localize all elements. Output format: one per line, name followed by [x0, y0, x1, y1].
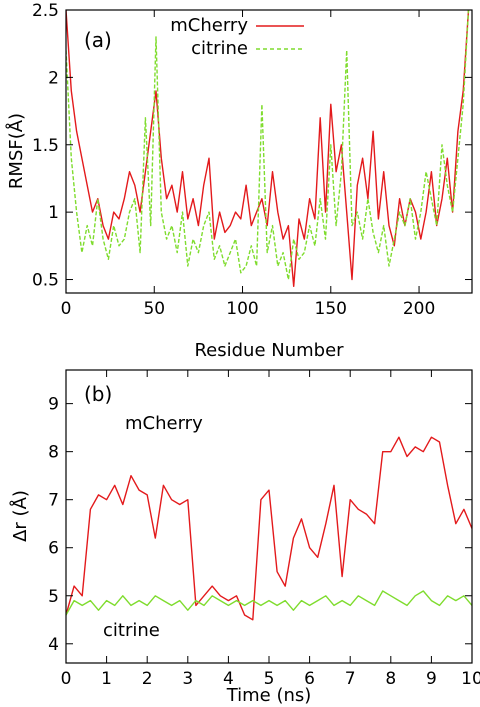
- annotation-mcherry: mCherry: [125, 413, 203, 434]
- panel-b-label: (b): [84, 382, 112, 406]
- panel-a-rmsf-chart: 0 50 100 150 200 0.5 1 1.5 2 2.5 (a) Residue Numb…: [5, 1, 473, 361]
- panel-a-y-tick-label: 1.5: [32, 136, 59, 156]
- panel-a-plot-area: [66, 10, 470, 287]
- panel-a-x-axis-label: Residue Number: [194, 340, 344, 361]
- panel-a-y-tick-label: 1: [48, 203, 59, 223]
- panel-b-y-axis-label: Δr (Å): [9, 490, 31, 542]
- legend-citrine-label: citrine: [191, 38, 248, 59]
- panel-a-series-citrine-line: [66, 10, 470, 281]
- panel-a-ticks: 0 50 100 150 200 0.5 1 1.5 2 2.5: [32, 1, 472, 319]
- panel-b-y-tick-label: 4: [48, 635, 59, 655]
- panel-b-plot-area: [66, 436, 472, 621]
- panel-b-x-tick-label: 3: [182, 669, 193, 689]
- panel-b-y-tick-label: 5: [48, 587, 59, 607]
- panel-b-series-citrine-line: [66, 590, 472, 616]
- panel-a-y-tick-label: 2: [48, 68, 59, 88]
- panel-a-x-tick-label: 200: [403, 299, 435, 319]
- annotation-citrine: citrine: [103, 620, 160, 641]
- panel-b-x-tick-label: 6: [304, 669, 315, 689]
- panel-a-label: (a): [84, 28, 112, 52]
- panel-b-x-tick-label: 2: [142, 669, 153, 689]
- panel-a-y-axis-label: RMSF(Å): [5, 113, 27, 189]
- panel-a-x-tick-label: 50: [143, 299, 165, 319]
- panel-a-frame: [65, 9, 473, 294]
- panel-a-x-tick-label: 100: [226, 299, 258, 319]
- panel-b-x-tick-label: 8: [385, 669, 396, 689]
- panel-b-series-mcherry-line: [66, 436, 472, 621]
- panel-a-legend: mCherry citrine: [170, 15, 304, 59]
- panel-a-x-tick-label: 150: [315, 299, 347, 319]
- panel-b-x-tick-label: 1: [101, 669, 112, 689]
- panel-b-y-tick-label: 9: [48, 395, 59, 415]
- panel-b-y-tick-label: 7: [48, 491, 59, 511]
- panel-b-x-tick-label: 9: [426, 669, 437, 689]
- panel-b-x-tick-label: 5: [264, 669, 275, 689]
- panel-b-ticks: 0 1 2 3 4 5 6 7 8 9 10 4 5 6 7 8 9: [48, 370, 480, 689]
- legend-mcherry-label: mCherry: [170, 15, 248, 36]
- panel-b-x-tick-label: 0: [61, 669, 72, 689]
- panel-a-x-tick-label: 0: [61, 299, 72, 319]
- panel-a-y-tick-label: 2.5: [32, 1, 59, 21]
- panel-a-series-mcherry-line: [66, 10, 470, 287]
- panel-b-x-axis-label: Time (ns): [226, 685, 312, 706]
- panel-b-y-tick-label: 8: [48, 443, 59, 463]
- panel-b-x-tick-label: 7: [345, 669, 356, 689]
- panel-a-y-tick-label: 0.5: [32, 271, 59, 291]
- panel-b-x-tick-label: 4: [223, 669, 234, 689]
- panel-b-y-tick-label: 6: [48, 539, 59, 559]
- panel-b-x-tick-label: 10: [461, 669, 480, 689]
